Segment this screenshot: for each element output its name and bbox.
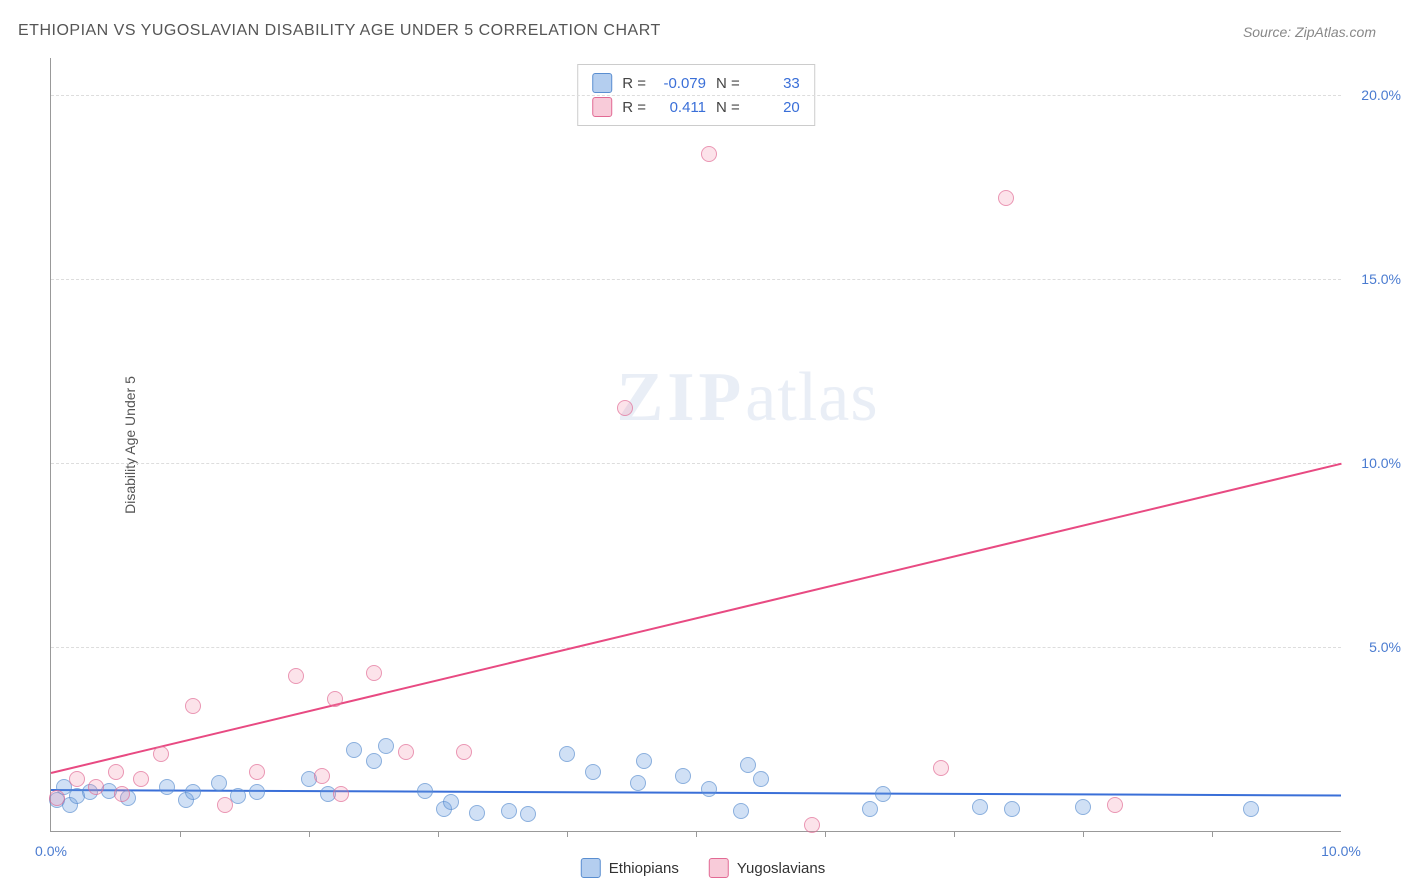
- data-point: [520, 806, 536, 822]
- data-point: [314, 768, 330, 784]
- x-tick: [825, 831, 826, 837]
- data-point: [701, 146, 717, 162]
- swatch-blue-icon: [592, 73, 612, 93]
- stat-n-value-yug: 20: [750, 99, 800, 116]
- data-point: [327, 691, 343, 707]
- data-point: [346, 742, 362, 758]
- data-point: [185, 784, 201, 800]
- legend-label-eth: Ethiopians: [609, 860, 679, 877]
- data-point: [456, 744, 472, 760]
- data-point: [378, 738, 394, 754]
- y-axis-label: Disability Age Under 5: [122, 376, 138, 514]
- data-point: [153, 746, 169, 762]
- legend-item-ethiopians: Ethiopians: [581, 858, 679, 878]
- data-point: [88, 779, 104, 795]
- source-label: Source: ZipAtlas.com: [1243, 24, 1376, 40]
- data-point: [875, 786, 891, 802]
- data-point: [211, 775, 227, 791]
- data-point: [417, 783, 433, 799]
- y-tick-label: 15.0%: [1361, 271, 1401, 287]
- x-tick: [954, 831, 955, 837]
- stats-row-yugoslavians: R = 0.411 N = 20: [592, 95, 800, 119]
- watermark-atlas: atlas: [745, 359, 878, 436]
- data-point: [469, 805, 485, 821]
- x-end-label: 10.0%: [1321, 843, 1361, 859]
- data-point: [559, 746, 575, 762]
- data-point: [701, 781, 717, 797]
- trend-line-pink: [51, 463, 1341, 774]
- data-point: [1107, 797, 1123, 813]
- watermark-zip: ZIP: [617, 359, 746, 436]
- grid-line: [51, 463, 1341, 464]
- grid-line: [51, 279, 1341, 280]
- data-point: [185, 698, 201, 714]
- data-point: [443, 794, 459, 810]
- data-point: [217, 797, 233, 813]
- stat-r-value-eth: -0.079: [656, 75, 706, 92]
- data-point: [249, 764, 265, 780]
- x-tick: [567, 831, 568, 837]
- data-point: [862, 801, 878, 817]
- data-point: [49, 790, 65, 806]
- x-tick: [1083, 831, 1084, 837]
- x-tick: [696, 831, 697, 837]
- chart-title: ETHIOPIAN VS YUGOSLAVIAN DISABILITY AGE …: [18, 22, 661, 40]
- stat-r-value-yug: 0.411: [656, 99, 706, 116]
- x-tick: [438, 831, 439, 837]
- data-point: [333, 786, 349, 802]
- legend-swatch-blue-icon: [581, 858, 601, 878]
- legend-item-yugoslavians: Yugoslavians: [709, 858, 825, 878]
- data-point: [249, 784, 265, 800]
- plot-area: Disability Age Under 5 ZIPatlas R = -0.0…: [50, 58, 1341, 832]
- data-point: [133, 771, 149, 787]
- data-point: [398, 744, 414, 760]
- legend-label-yug: Yugoslavians: [737, 860, 825, 877]
- data-point: [159, 779, 175, 795]
- data-point: [972, 799, 988, 815]
- data-point: [69, 771, 85, 787]
- y-tick-label: 10.0%: [1361, 455, 1401, 471]
- data-point: [740, 757, 756, 773]
- stat-n-label: N =: [716, 75, 740, 92]
- data-point: [617, 400, 633, 416]
- y-tick-label: 20.0%: [1361, 87, 1401, 103]
- grid-line: [51, 647, 1341, 648]
- data-point: [675, 768, 691, 784]
- x-tick: [309, 831, 310, 837]
- data-point: [1243, 801, 1259, 817]
- stat-n-label-2: N =: [716, 99, 740, 116]
- x-start-label: 0.0%: [35, 843, 67, 859]
- data-point: [108, 764, 124, 780]
- data-point: [933, 760, 949, 776]
- data-point: [288, 668, 304, 684]
- bottom-legend: Ethiopians Yugoslavians: [581, 858, 825, 878]
- stat-n-value-eth: 33: [750, 75, 800, 92]
- data-point: [366, 753, 382, 769]
- data-point: [1075, 799, 1091, 815]
- data-point: [733, 803, 749, 819]
- watermark: ZIPatlas: [617, 358, 879, 438]
- data-point: [114, 786, 130, 802]
- data-point: [998, 190, 1014, 206]
- data-point: [630, 775, 646, 791]
- grid-line: [51, 95, 1341, 96]
- data-point: [753, 771, 769, 787]
- data-point: [366, 665, 382, 681]
- x-tick: [1212, 831, 1213, 837]
- legend-swatch-pink-icon: [709, 858, 729, 878]
- data-point: [636, 753, 652, 769]
- data-point: [585, 764, 601, 780]
- swatch-pink-icon: [592, 97, 612, 117]
- data-point: [501, 803, 517, 819]
- x-tick: [180, 831, 181, 837]
- stats-row-ethiopians: R = -0.079 N = 33: [592, 71, 800, 95]
- data-point: [804, 817, 820, 833]
- data-point: [1004, 801, 1020, 817]
- y-tick-label: 5.0%: [1369, 639, 1401, 655]
- stat-r-label: R =: [622, 75, 646, 92]
- stat-r-label-2: R =: [622, 99, 646, 116]
